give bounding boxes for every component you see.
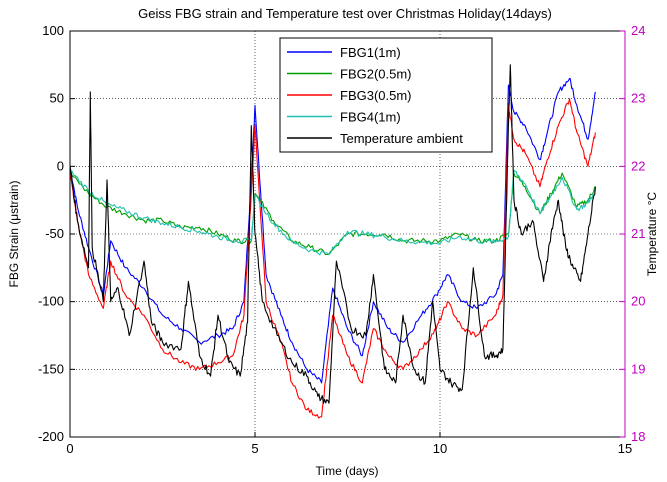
y-tick-label: -150	[38, 361, 64, 376]
y2-tick-label: 21	[631, 226, 645, 241]
y2-tick-label: 23	[631, 91, 645, 106]
legend-label-3: FBG3(0.5m)	[340, 88, 412, 103]
x-axis: 0 5 10 15	[66, 432, 632, 456]
series-line-1	[69, 77, 596, 384]
x-axis-label: Time (days)	[316, 464, 379, 478]
x-tick-label: 5	[251, 441, 258, 456]
y2-tick-label: 22	[631, 158, 645, 173]
legend-label-4: FBG4(1m)	[340, 110, 401, 125]
y2-tick-label: 24	[631, 23, 645, 38]
legend: FBG1(1m) FBG2(0.5m) FBG3(0.5m) FBG4(1m) Temp…	[279, 37, 493, 153]
y-tick-label: -50	[45, 226, 64, 241]
x-tick-label: 0	[66, 441, 73, 456]
chart-title: Geiss FBG strain and Temperature test ov…	[138, 6, 552, 21]
y-tick-label: 50	[50, 91, 64, 106]
y-tick-label: 100	[42, 23, 64, 38]
y2-tick-label: 20	[631, 294, 645, 309]
y-axis-right: 24 23 22 21 20 19 18	[620, 23, 645, 444]
y-axis-left: 100 50 0 -50 -100 -150 -200	[38, 23, 75, 444]
series-line-4	[69, 169, 596, 256]
y2-tick-label: 19	[631, 361, 645, 376]
legend-label-2: FBG2(0.5m)	[340, 67, 412, 82]
y-axis-label: FBG Strain (μstrain)	[7, 181, 21, 288]
x-tick-label: 15	[618, 441, 632, 456]
y-tick-label: 0	[57, 158, 64, 173]
series-line-5	[69, 64, 596, 404]
y-tick-label: -200	[38, 429, 64, 444]
legend-label-5: Temperature ambient	[340, 131, 463, 146]
series-line-2	[69, 172, 596, 256]
legend-label-1: FBG1(1m)	[340, 45, 401, 60]
y2-tick-label: 18	[631, 429, 645, 444]
y2-axis-label: Temperature °C	[645, 192, 659, 276]
x-tick-label: 10	[433, 441, 447, 456]
series-line-3	[69, 98, 596, 419]
y-tick-label: -100	[38, 294, 64, 309]
series-group	[69, 64, 596, 419]
